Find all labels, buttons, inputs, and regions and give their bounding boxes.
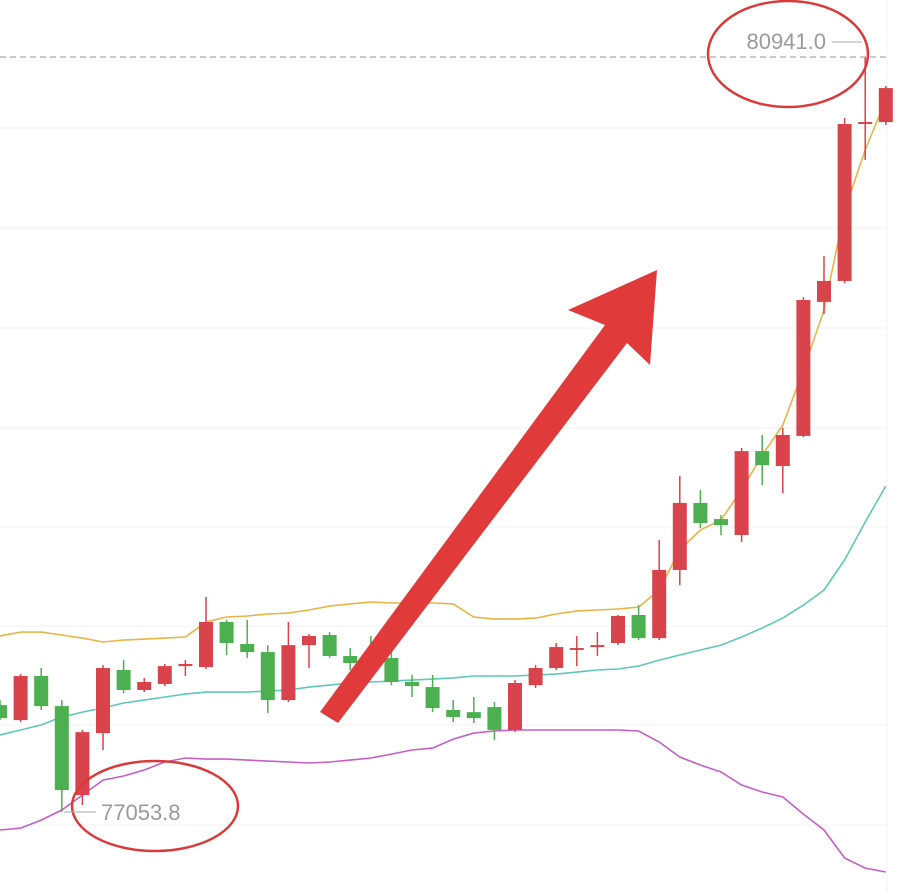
candle-body [878,88,893,123]
candle-body [508,682,522,730]
candle-body [137,682,152,690]
candle-body [796,299,811,436]
candle-body [446,709,461,717]
candle-body [775,434,790,467]
trend-arrow [320,270,657,723]
plot-area [0,57,893,873]
candle-body [755,451,770,466]
candle-body [178,663,193,667]
candle-body [34,676,49,707]
candle-body [714,519,728,526]
candle-body [528,668,543,686]
high-label: 80941.0 [746,29,826,54]
highlight-ellipse [70,759,240,853]
candle-body [13,676,28,721]
candle-body [569,648,584,650]
candle-body [384,657,399,683]
candle-body [343,655,358,663]
candle-body [466,712,481,719]
candle-body [260,652,275,701]
indicator-line [0,729,886,873]
candle-body [487,707,502,730]
candle-body [693,502,708,523]
candle-body [219,622,234,643]
candle-body [157,666,172,684]
highlight-ellipse [706,0,870,109]
candle-body [672,502,687,570]
candle-body [54,706,69,791]
candle-body [549,647,564,669]
candle-body [817,280,831,302]
candle-body [734,451,749,535]
candle-body [116,669,131,690]
candle-body [322,635,337,656]
candle-body [405,682,419,687]
candle-body [425,687,440,709]
candle-body [96,668,110,734]
candle-body [631,615,646,639]
candle-body [240,643,255,653]
candle-body [652,569,667,639]
candle-body [199,622,213,668]
indicator-line [0,485,887,736]
low-label: 77053.8 [101,800,181,825]
candle-body [302,635,316,646]
candle-body [0,705,7,719]
candle-body [281,645,296,701]
candle-body [611,615,625,643]
candle-body [590,645,605,648]
candle-body [858,122,873,125]
candle-body [837,124,852,281]
candle-body [75,732,90,796]
